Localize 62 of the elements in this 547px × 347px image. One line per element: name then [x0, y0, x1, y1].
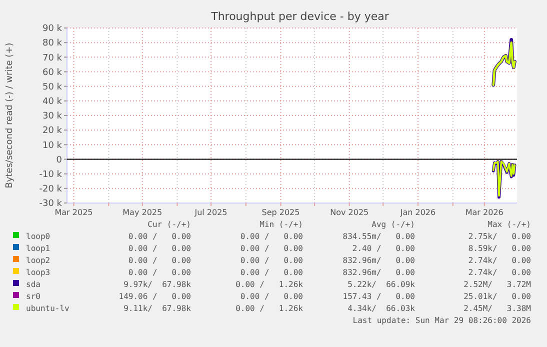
text: 5.22k/ 66.09k — [348, 280, 416, 289]
text: 9.11k/ 67.98k — [124, 304, 192, 313]
x-tick-label: Sep 2025 — [262, 208, 300, 217]
text: 2.74k/ 0.00 — [468, 268, 532, 277]
text: 0.00 / 0.00 — [240, 292, 304, 301]
text: Avg (-/+) — [372, 220, 415, 229]
text: Min (-/+) — [260, 220, 303, 229]
text: 832.96m/ 0.00 — [342, 256, 416, 265]
legend-label: loop2 — [26, 256, 50, 265]
text: 9.97k/ 67.98k — [124, 280, 192, 289]
legend-label: loop1 — [26, 244, 50, 253]
text: 157.43 / 0.00 — [342, 292, 416, 301]
text: 2.75k/ 0.00 — [468, 232, 532, 241]
text: 8.59k/ 0.00 — [468, 244, 532, 253]
text: 0.00 / 0.00 — [128, 244, 192, 253]
text: 0.00 / 0.00 — [240, 268, 304, 277]
text: Last update: Sun Mar 29 08:26:00 2026 — [352, 316, 532, 325]
legend-label: sda — [26, 280, 41, 289]
x-tick-label: Mar 2026 — [465, 208, 504, 217]
y-tick-label: 50 k — [42, 82, 63, 92]
x-tick-label: Jul 2025 — [194, 208, 228, 217]
legend-label: loop3 — [26, 268, 50, 277]
legend-label: sr0 — [26, 292, 41, 301]
y-tick-label: 0 — [56, 155, 62, 166]
text: Cur (-/+) — [148, 220, 191, 229]
text: 0.00 / 0.00 — [240, 256, 304, 265]
text: 834.55m/ 0.00 — [342, 232, 416, 241]
y-tick-label: 90 k — [42, 24, 63, 34]
text: 0.00 / 1.26k — [236, 304, 304, 313]
y-tick-label: 40 k — [42, 97, 63, 108]
y-tick-label: -30 k — [39, 199, 63, 210]
y-tick-label: 30 k — [42, 112, 63, 122]
y-tick-label: -20 k — [39, 184, 63, 195]
legend-label: loop0 — [26, 232, 50, 241]
text: Max (-/+) — [488, 220, 531, 229]
x-tick-label: Nov 2025 — [330, 208, 369, 217]
y-tick-label: 70 k — [42, 53, 63, 64]
text: 2.40 / 0.00 — [352, 244, 416, 253]
text: 0.00 / 0.00 — [128, 268, 192, 277]
y-tick-label: 80 k — [42, 38, 63, 49]
x-tick-label: May 2025 — [122, 208, 162, 217]
text: 149.06 / 0.00 — [118, 292, 192, 301]
y-tick-label: 60 k — [42, 68, 63, 78]
legend-label: ubuntu-lv — [26, 304, 70, 313]
text: 2.74k/ 0.00 — [468, 256, 532, 265]
text: 2.45M/ 3.38M — [464, 304, 532, 313]
text: 0.00 / 0.00 — [128, 232, 192, 241]
y-tick-label: 20 k — [42, 126, 63, 136]
text: 832.96m/ 0.00 — [342, 268, 416, 277]
x-tick-label: Mar 2025 — [54, 208, 93, 217]
text: 25.01k/ 0.00 — [464, 292, 532, 301]
chart-title: Throughput per device - by year — [210, 10, 390, 23]
y-axis-title: Bytes/second read (-) / write (+) — [5, 42, 15, 188]
text: 0.00 / 0.00 — [240, 244, 304, 253]
x-tick-label: Jan 2026 — [399, 208, 436, 217]
text: 4.34k/ 66.03k — [348, 304, 416, 313]
text: 0.00 / 0.00 — [128, 256, 192, 265]
y-tick-label: -10 k — [39, 170, 63, 180]
text: 0.00 / 1.26k — [236, 280, 304, 289]
y-tick-label: 10 k — [42, 140, 63, 151]
text: 2.52M/ 3.72M — [464, 280, 532, 289]
text: 0.00 / 0.00 — [240, 232, 304, 241]
